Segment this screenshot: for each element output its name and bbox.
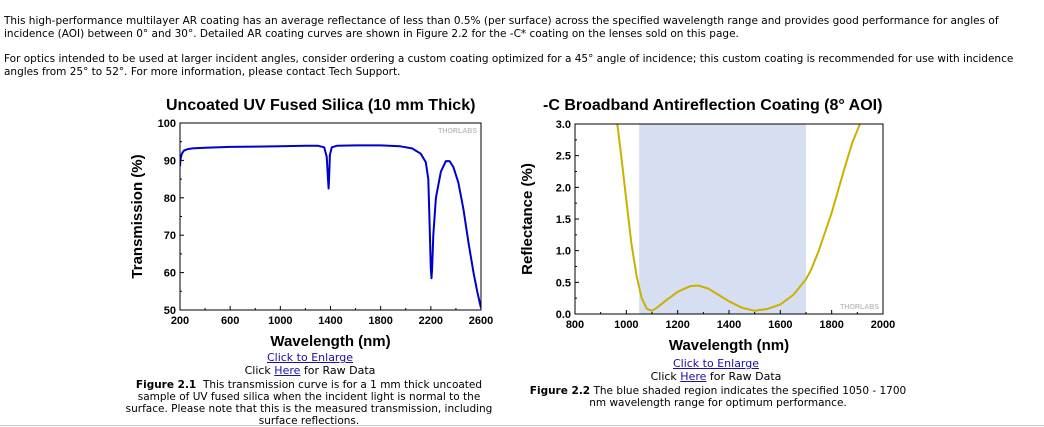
wavelength-range-band bbox=[639, 124, 806, 314]
data-curve-0 bbox=[180, 144, 481, 309]
x-tick-label: 1000 bbox=[614, 319, 638, 331]
y-tick-label: 1.0 bbox=[556, 246, 571, 258]
figure2-raw-data: Click Here for Raw Data bbox=[636, 371, 796, 383]
figure2-raw-suffix: for Raw Data bbox=[706, 370, 782, 383]
figure2-caption-label: Figure 2.2 bbox=[529, 385, 591, 397]
chart1-title: Uncoated UV Fused Silica (10 mm Thick) bbox=[166, 97, 476, 114]
x-tick-label: 1400 bbox=[318, 315, 342, 327]
intro-paragraph-2: For optics intended to be used at larger… bbox=[4, 53, 1014, 78]
x-tick-label: 1800 bbox=[819, 319, 843, 331]
thorlabs-watermark: THORLABS bbox=[840, 304, 879, 311]
y-tick-label: 90 bbox=[164, 155, 176, 167]
intro-paragraph-1: This high-performance multilayer AR coat… bbox=[4, 15, 999, 40]
figure1-caption-text: This transmission curve is for a 1 mm th… bbox=[125, 379, 493, 427]
y-tick-label: 0.5 bbox=[556, 277, 571, 289]
figure2-raw-data-link[interactable]: Here bbox=[680, 370, 707, 383]
figure1-raw-data-link[interactable]: Here bbox=[274, 364, 301, 377]
transmission-chart[interactable]: THORLABS 200 600 1000 1400 1800 2200 2600 50 60 70… bbox=[120, 114, 500, 354]
x-tick-label: 200 bbox=[171, 315, 189, 327]
x-axis-label: Wavelength (nm) bbox=[669, 337, 789, 354]
y-tick-label: 50 bbox=[164, 305, 176, 317]
y-tick-label: 2.0 bbox=[556, 182, 571, 194]
data-curve-0 bbox=[616, 124, 861, 312]
y-tick-label: 100 bbox=[158, 118, 176, 130]
figure1-enlarge: Click to Enlarge bbox=[230, 352, 390, 364]
y-axis-label: Transmission (%) bbox=[129, 154, 146, 278]
figure1-caption: Figure 2.1 This transmission curve is fo… bbox=[125, 379, 493, 427]
y-tick-label: 3.0 bbox=[556, 119, 571, 131]
figure1-caption-label: Figure 2.1 bbox=[135, 379, 197, 391]
reflectance-chart[interactable]: THORLABS 800 1000 1200 1400 1600 1800 2000 0.0 0.… bbox=[510, 114, 900, 360]
x-tick-label: 2200 bbox=[419, 315, 443, 327]
y-tick-label: 60 bbox=[164, 268, 176, 280]
figure2-enlarge: Click to Enlarge bbox=[636, 358, 796, 370]
x-tick-label: 600 bbox=[221, 315, 239, 327]
figure1-raw-prefix: Click bbox=[244, 364, 275, 377]
figure2-caption: Figure 2.2 The blue shaded region indica… bbox=[528, 385, 908, 409]
x-tick-label: 2600 bbox=[469, 315, 493, 327]
figure1-enlarge-link[interactable]: Click to Enlarge bbox=[266, 351, 354, 364]
y-tick-label: 2.5 bbox=[556, 151, 571, 163]
y-tick-label: 80 bbox=[164, 193, 176, 205]
figure2-raw-prefix: Click bbox=[650, 370, 681, 383]
x-tick-label: 2000 bbox=[871, 319, 895, 331]
bottom-divider bbox=[0, 425, 1044, 426]
figure2-enlarge-link[interactable]: Click to Enlarge bbox=[672, 357, 760, 370]
figure2-caption-text: The blue shaded region indicates the spe… bbox=[589, 385, 907, 409]
thorlabs-watermark: THORLABS bbox=[438, 128, 477, 135]
y-tick-label: 1.5 bbox=[556, 214, 571, 226]
x-tick-label: 1600 bbox=[768, 319, 792, 331]
y-tick-label: 70 bbox=[164, 230, 176, 242]
x-tick-label: 1000 bbox=[268, 315, 292, 327]
figure1-raw-suffix: for Raw Data bbox=[300, 364, 376, 377]
y-axis-label: Reflectance (%) bbox=[519, 163, 536, 275]
y-tick-label: 0.0 bbox=[556, 309, 571, 321]
figure1-raw-data: Click Here for Raw Data bbox=[230, 365, 390, 377]
x-tick-label: 1400 bbox=[717, 319, 741, 331]
x-axis-label: Wavelength (nm) bbox=[270, 333, 390, 350]
x-tick-label: 1800 bbox=[368, 315, 392, 327]
x-tick-label: 1200 bbox=[665, 319, 689, 331]
chart2-title: -C Broadband Antireflection Coating (8° … bbox=[543, 97, 883, 114]
x-tick-label: 800 bbox=[566, 319, 584, 331]
